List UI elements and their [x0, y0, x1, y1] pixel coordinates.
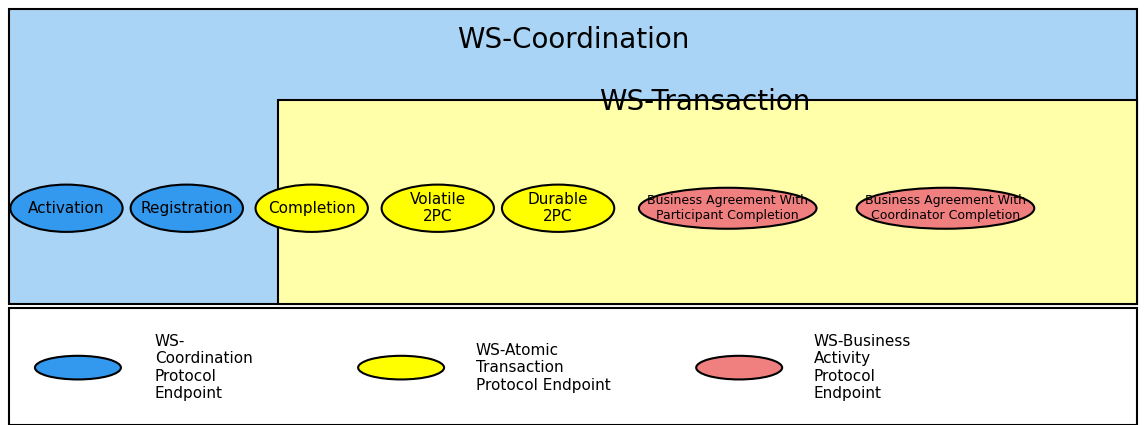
Ellipse shape	[131, 184, 243, 232]
Ellipse shape	[502, 184, 614, 232]
Text: Volatile
2PC: Volatile 2PC	[409, 192, 466, 224]
FancyBboxPatch shape	[278, 100, 1137, 304]
Ellipse shape	[696, 356, 782, 380]
Ellipse shape	[10, 184, 123, 232]
Text: Activation: Activation	[29, 201, 104, 216]
FancyBboxPatch shape	[9, 8, 1137, 304]
Ellipse shape	[358, 356, 444, 380]
Text: Completion: Completion	[268, 201, 355, 216]
Text: WS-Transaction: WS-Transaction	[599, 88, 810, 116]
Text: Registration: Registration	[141, 201, 233, 216]
Ellipse shape	[856, 188, 1034, 229]
Text: WS-
Coordination
Protocol
Endpoint: WS- Coordination Protocol Endpoint	[155, 334, 252, 401]
Text: WS-Business
Activity
Protocol
Endpoint: WS-Business Activity Protocol Endpoint	[814, 334, 911, 401]
Text: Business Agreement With
Coordinator Completion: Business Agreement With Coordinator Comp…	[865, 194, 1026, 222]
Ellipse shape	[256, 184, 368, 232]
Ellipse shape	[638, 188, 816, 229]
Ellipse shape	[34, 356, 120, 380]
Text: WS-Coordination: WS-Coordination	[457, 26, 689, 54]
FancyBboxPatch shape	[9, 308, 1137, 425]
Text: WS-Atomic
Transaction
Protocol Endpoint: WS-Atomic Transaction Protocol Endpoint	[476, 343, 611, 393]
Ellipse shape	[382, 184, 494, 232]
Text: Durable
2PC: Durable 2PC	[528, 192, 588, 224]
Text: Business Agreement With
Participant Completion: Business Agreement With Participant Comp…	[647, 194, 808, 222]
